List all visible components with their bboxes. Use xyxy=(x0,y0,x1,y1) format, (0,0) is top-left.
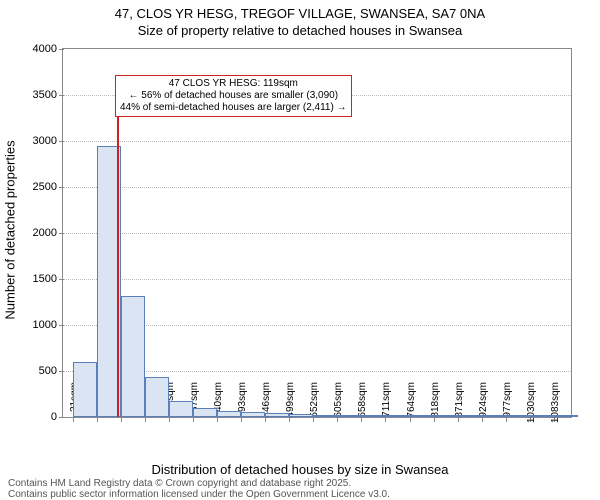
y-tick-label: 3500 xyxy=(33,89,63,101)
histogram-bar xyxy=(337,415,361,417)
histogram-bar xyxy=(385,415,409,417)
histogram-bar xyxy=(193,408,217,417)
reference-line xyxy=(117,75,119,417)
histogram-bar xyxy=(458,415,482,417)
chart-titles: 47, CLOS YR HESG, TREGOF VILLAGE, SWANSE… xyxy=(0,0,600,40)
y-tick-label: 3000 xyxy=(33,135,63,147)
histogram-bar xyxy=(530,415,554,417)
x-axis-label: Distribution of detached houses by size … xyxy=(0,462,600,477)
y-tick-label: 500 xyxy=(39,365,63,377)
histogram-bar xyxy=(410,415,434,417)
histogram-bar xyxy=(554,415,578,417)
histogram-bar xyxy=(289,414,313,417)
gridline xyxy=(63,233,571,234)
histogram-bar xyxy=(73,362,97,417)
y-tick-label: 0 xyxy=(51,411,63,423)
footer-line-1: Contains HM Land Registry data © Crown c… xyxy=(8,478,351,489)
histogram-bar xyxy=(121,296,145,417)
annotation-line: 44% of semi-detached houses are larger (… xyxy=(120,102,347,114)
annotation-box: 47 CLOS YR HESG: 119sqm← 56% of detached… xyxy=(115,75,352,117)
histogram-bar xyxy=(361,415,385,417)
histogram-bar xyxy=(217,411,241,417)
y-tick-label: 4000 xyxy=(33,43,63,55)
histogram-bar xyxy=(482,415,506,417)
footer-line-2: Contains public sector information licen… xyxy=(8,489,390,500)
gridline xyxy=(63,187,571,188)
histogram-bar xyxy=(434,415,458,417)
histogram-bar xyxy=(506,415,530,417)
histogram-bar xyxy=(313,415,337,417)
title-line-2: Size of property relative to detached ho… xyxy=(0,23,600,40)
histogram-bar xyxy=(145,377,169,417)
histogram-bar xyxy=(265,413,289,417)
y-tick-label: 1500 xyxy=(33,273,63,285)
y-axis-label: Number of detached properties xyxy=(3,140,18,319)
y-tick-label: 1000 xyxy=(33,319,63,331)
chart-container: 47, CLOS YR HESG, TREGOF VILLAGE, SWANSE… xyxy=(0,0,600,500)
plot-area: 0500100015002000250030003500400021sqm74s… xyxy=(62,48,572,418)
gridline xyxy=(63,279,571,280)
histogram-bar xyxy=(241,412,265,417)
annotation-line: 47 CLOS YR HESG: 119sqm xyxy=(120,78,347,90)
y-tick-label: 2000 xyxy=(33,227,63,239)
y-tick-label: 2500 xyxy=(33,181,63,193)
title-line-1: 47, CLOS YR HESG, TREGOF VILLAGE, SWANSE… xyxy=(0,6,600,23)
histogram-bar xyxy=(169,401,193,417)
gridline xyxy=(63,141,571,142)
annotation-line: ← 56% of detached houses are smaller (3,… xyxy=(120,90,347,102)
